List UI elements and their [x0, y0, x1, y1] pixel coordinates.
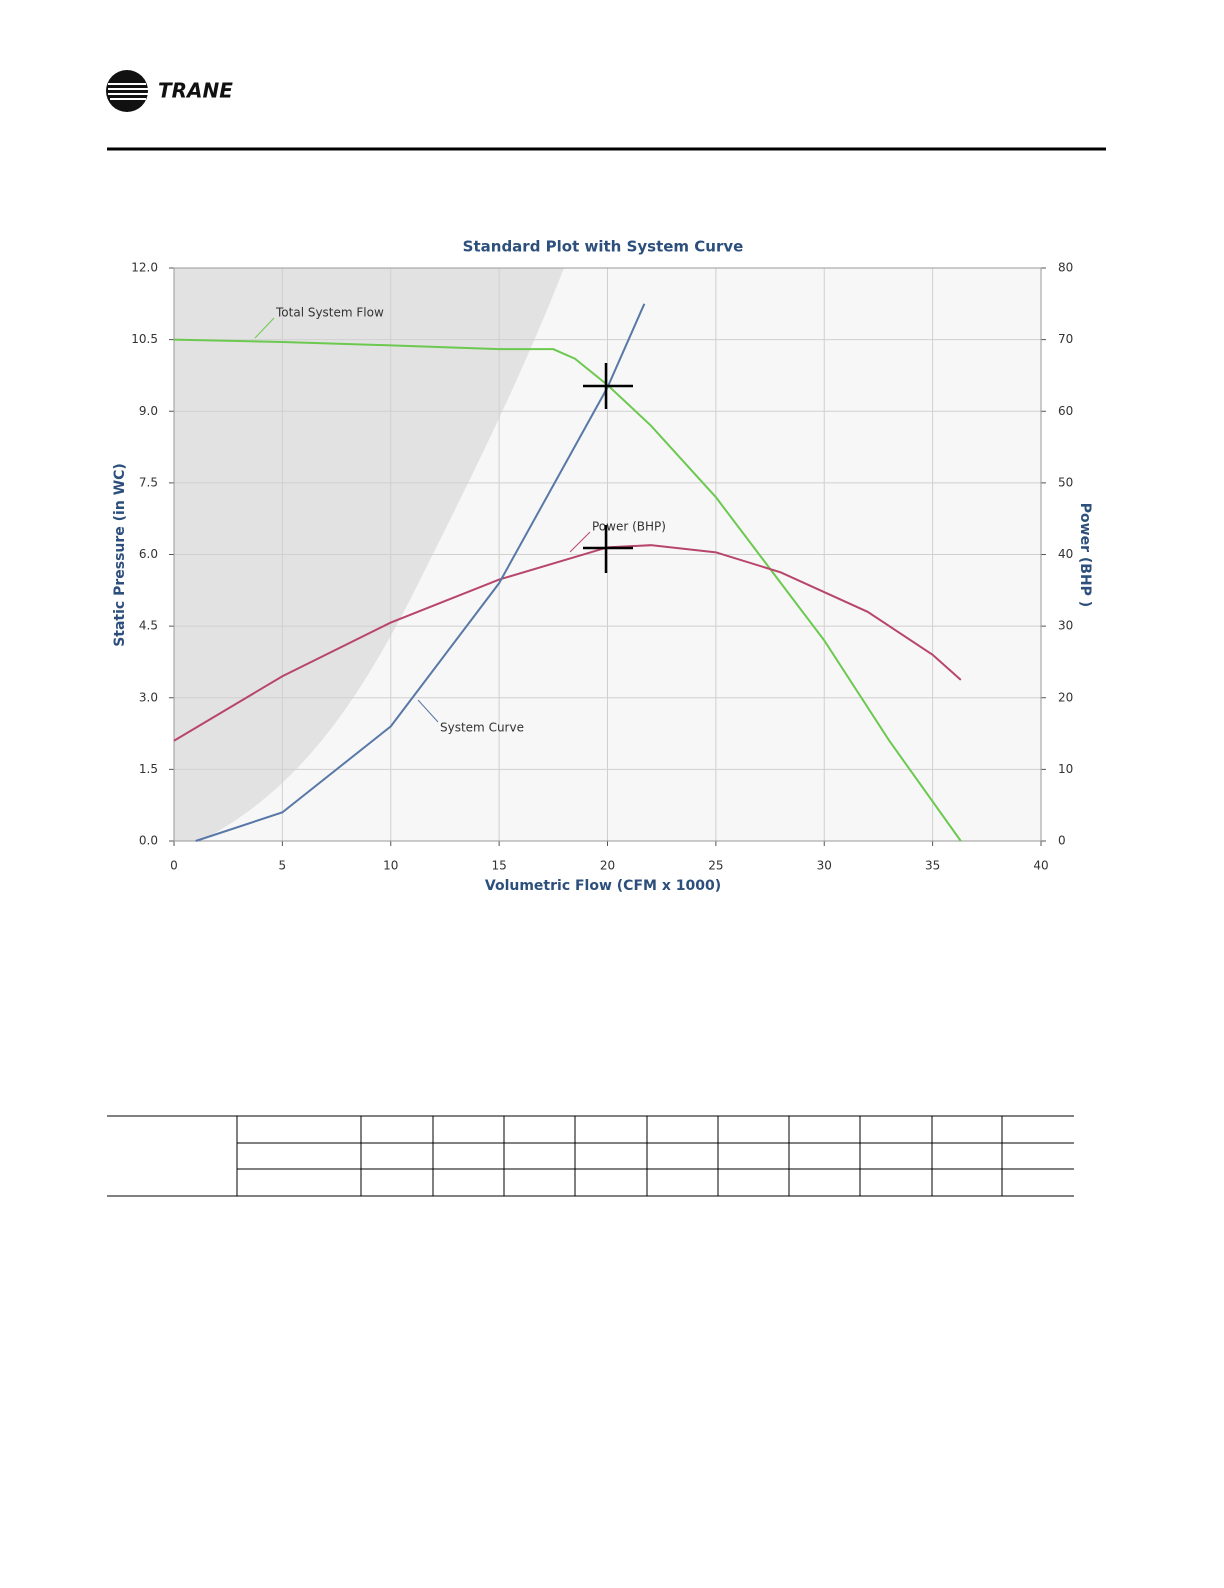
y2-tick-label: 60	[1058, 404, 1073, 418]
table	[107, 1115, 1074, 1197]
y-tick-label: 6.0	[139, 547, 158, 561]
operating-point	[583, 363, 633, 573]
x-tick-label: 20	[600, 859, 615, 873]
y-axis-label: Static Pressure (in WC)	[112, 463, 128, 647]
series-line	[173, 544, 962, 742]
series-line	[195, 303, 646, 842]
annotation-arrow	[569, 531, 591, 553]
x-tick-label: 35	[925, 859, 940, 873]
y-tick-label: 7.5	[139, 475, 158, 489]
x-tick-label: 25	[708, 859, 723, 873]
x-tick-label: 30	[817, 859, 832, 873]
x-axis-label: Volumetric Flow (CFM x 1000)	[485, 878, 721, 894]
annotations: Total System Flow Power (BHP) System Cur…	[254, 306, 666, 735]
y2-axis-label: Power (BHP )	[1077, 503, 1093, 607]
x-tick-label: 0	[170, 859, 178, 873]
y-tick-label: 4.5	[139, 619, 158, 633]
x-tick-label: 40	[1033, 859, 1048, 873]
chart-title: Standard Plot with System Curve	[463, 238, 744, 256]
y2-tick-label: 40	[1058, 547, 1073, 561]
annotation-arrow	[254, 317, 275, 339]
y-tick-label: 3.0	[139, 690, 158, 704]
y2-tick-label: 80	[1058, 261, 1073, 275]
y-tick-label: 10.5	[131, 332, 158, 346]
x-tick-label: 15	[491, 859, 506, 873]
y2-tick-label: 70	[1058, 332, 1073, 346]
annotation: Total System Flow	[275, 306, 384, 320]
y-tick-label: 0.0	[139, 834, 158, 848]
y-tick-label: 12.0	[131, 261, 158, 275]
annotation: System Curve	[440, 721, 524, 735]
y-tick-label: 9.0	[139, 404, 158, 418]
plot-border	[173, 267, 1042, 842]
brand: TRANE	[158, 79, 233, 103]
x-tick-label: 5	[279, 859, 287, 873]
y2-tick-label: 0	[1058, 834, 1066, 848]
x-tick-label: 10	[383, 859, 398, 873]
y2-tick-label: 20	[1058, 690, 1073, 704]
annotation-arrow	[417, 699, 439, 723]
y2-tick-label: 50	[1058, 475, 1073, 489]
y-tick-label: 1.5	[139, 762, 158, 776]
y2-tick-label: 30	[1058, 619, 1073, 633]
y2-tick-label: 10	[1058, 762, 1073, 776]
logo	[106, 70, 148, 112]
annotation: Power (BHP)	[592, 520, 666, 534]
